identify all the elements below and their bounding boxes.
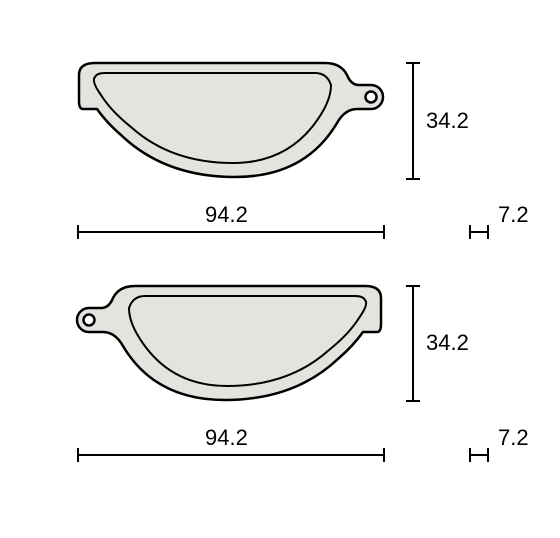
dim-tick (406, 178, 420, 180)
dim-width-top: 94.2 (205, 202, 248, 228)
dim-line-horizontal (470, 231, 488, 233)
dim-thickness-bottom: 7.2 (498, 425, 529, 451)
drawing-canvas: 34.2 94.2 7.2 34.2 94.2 7.2 (0, 0, 560, 538)
dim-tick (383, 448, 385, 462)
dim-tick (406, 400, 420, 402)
dim-tick (487, 225, 489, 239)
dim-tick (487, 448, 489, 462)
dim-thickness-top: 7.2 (498, 202, 529, 228)
dim-line-vertical (412, 285, 414, 402)
dim-tick (383, 225, 385, 239)
pad-outline-bottom (77, 286, 381, 400)
dim-line-vertical (412, 62, 414, 180)
dim-height-bottom: 34.2 (426, 330, 469, 356)
dim-width-bottom: 94.2 (205, 425, 248, 451)
mount-hole-bottom (84, 315, 95, 326)
brake-pad-bottom (75, 278, 385, 408)
dim-height-top: 34.2 (426, 108, 469, 134)
dim-line-horizontal (470, 454, 488, 456)
dim-line-horizontal (78, 454, 385, 456)
brake-pad-top (75, 55, 385, 185)
mount-hole-top (366, 92, 377, 103)
pad-outline-top (79, 63, 383, 177)
dim-line-horizontal (78, 231, 385, 233)
